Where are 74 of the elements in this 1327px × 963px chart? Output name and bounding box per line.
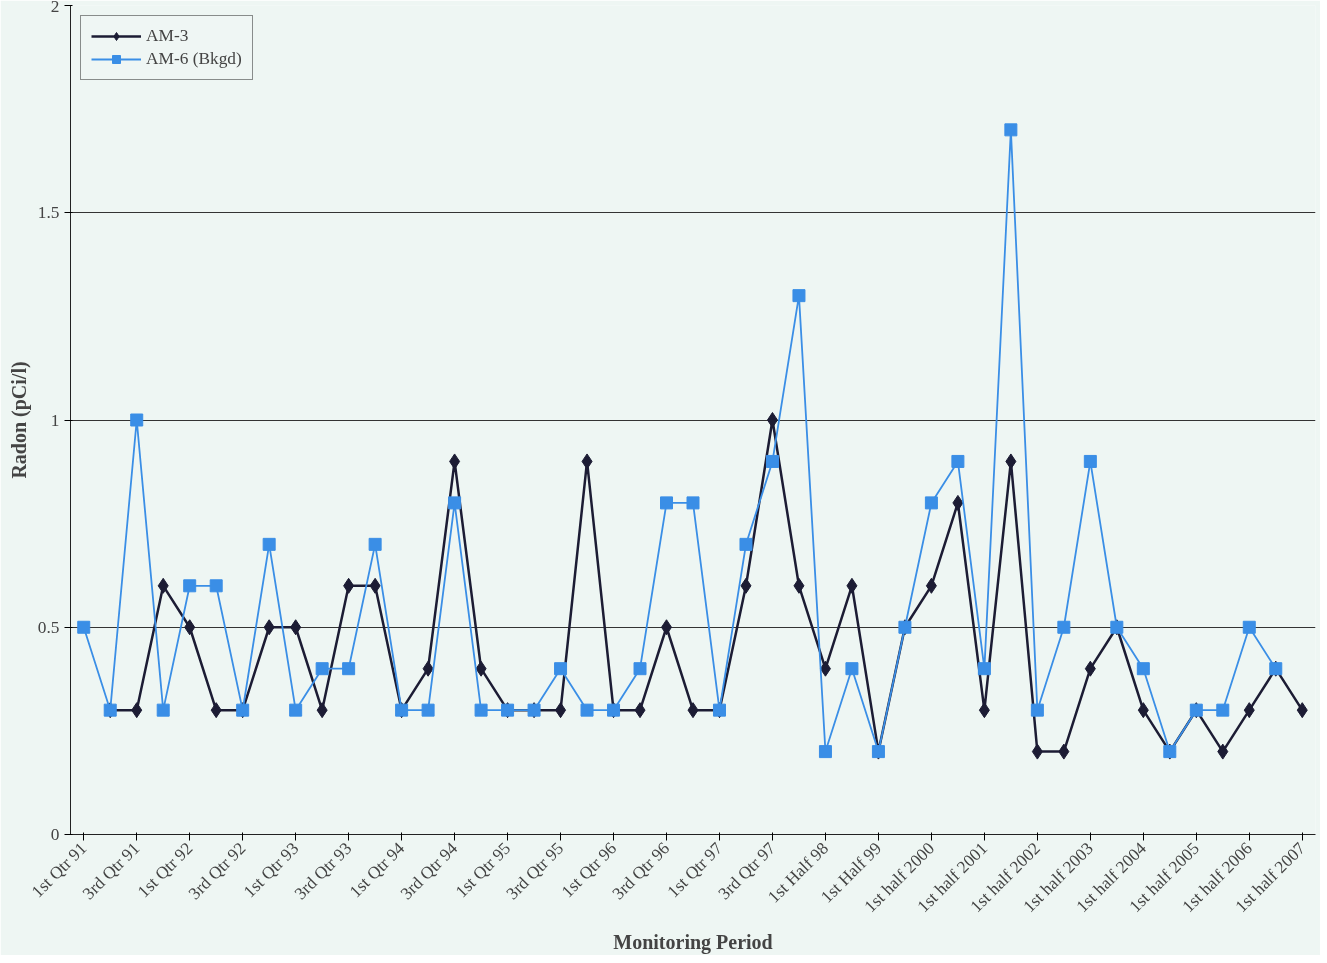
point	[740, 577, 752, 594]
point	[1136, 662, 1150, 676]
point	[290, 619, 302, 636]
point	[263, 619, 275, 636]
point	[1216, 703, 1230, 717]
point	[687, 702, 699, 719]
point	[1084, 660, 1096, 677]
point	[184, 619, 196, 636]
point	[634, 702, 646, 719]
point	[1242, 620, 1256, 634]
point	[739, 537, 753, 551]
point	[183, 579, 197, 593]
point	[766, 412, 778, 428]
legend-label: AM-6 (Bkgd)	[146, 49, 242, 69]
point	[581, 453, 593, 470]
point	[580, 703, 594, 717]
legend-label: AM-3	[146, 26, 189, 46]
point	[210, 702, 222, 719]
point	[555, 702, 567, 719]
point	[422, 660, 434, 677]
y-tick-label: 0.5	[37, 617, 60, 637]
y-tick-label: 0	[50, 825, 60, 844]
point	[818, 745, 832, 759]
point	[793, 577, 805, 594]
point	[1031, 743, 1043, 760]
point	[342, 662, 356, 676]
point	[156, 703, 170, 717]
point	[1004, 123, 1018, 137]
point	[369, 577, 381, 594]
point	[315, 662, 329, 676]
point	[448, 496, 462, 510]
point	[977, 662, 991, 676]
point	[765, 454, 779, 468]
point	[924, 496, 938, 510]
point	[925, 577, 937, 594]
point	[845, 662, 859, 676]
point	[819, 660, 831, 677]
point	[368, 537, 382, 551]
point	[262, 537, 276, 551]
point	[130, 413, 144, 427]
point	[686, 496, 700, 510]
y-tick-label: 2	[50, 0, 60, 16]
point	[474, 703, 488, 717]
point	[1058, 743, 1070, 760]
x-axis-title: Monitoring Period	[613, 930, 773, 954]
point	[1083, 454, 1097, 468]
point	[475, 660, 487, 677]
point	[554, 662, 568, 676]
point	[792, 289, 806, 303]
y-axis-title: Radon (pCi/l)	[7, 361, 31, 479]
point	[1057, 620, 1071, 634]
point	[951, 454, 965, 468]
point	[421, 703, 435, 717]
point	[1030, 703, 1044, 717]
point	[209, 579, 223, 593]
point	[1005, 453, 1017, 470]
point	[633, 662, 647, 676]
point	[289, 703, 303, 717]
point	[157, 577, 169, 594]
point	[1137, 702, 1149, 719]
point	[978, 702, 990, 719]
point	[1243, 702, 1255, 719]
point	[1217, 743, 1229, 760]
point	[846, 577, 858, 594]
point	[131, 702, 143, 719]
y-tick-label: 1	[50, 410, 60, 430]
point	[1296, 702, 1308, 719]
point	[343, 577, 355, 594]
point	[316, 702, 328, 719]
point	[952, 494, 964, 511]
point	[661, 619, 673, 636]
point	[77, 620, 91, 634]
y-tick-label: 1.5	[37, 203, 60, 223]
point	[660, 496, 674, 510]
